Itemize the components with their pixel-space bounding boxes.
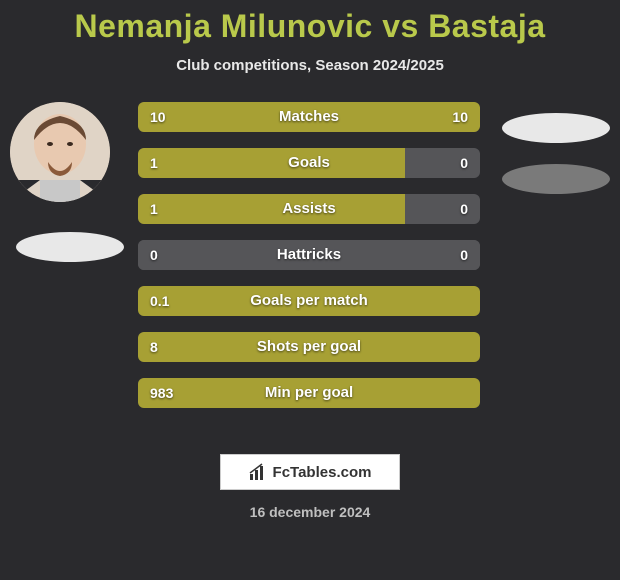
chart-icon — [249, 463, 269, 481]
stat-row: 00Hattricks — [138, 240, 480, 270]
player2-avatar-placeholder — [502, 113, 610, 143]
player2-club-badge — [502, 164, 610, 194]
stat-row: 10Assists — [138, 194, 480, 224]
player1-face-icon — [10, 102, 110, 202]
comparison-bars: 1010Matches 10Goals 10Assists 00Hattricks 0.… — [138, 102, 480, 424]
stat-row: 1010Matches — [138, 102, 480, 132]
stat-label: Hattricks — [138, 240, 480, 270]
page-title: Nemanja Milunovic vs Bastaja — [0, 0, 620, 45]
stat-row: 0.1Goals per match — [138, 286, 480, 316]
page-subtitle: Club competitions, Season 2024/2025 — [0, 57, 620, 74]
stat-label: Assists — [138, 194, 480, 224]
stat-label: Min per goal — [138, 378, 480, 408]
stat-row: 10Goals — [138, 148, 480, 178]
stat-label: Matches — [138, 102, 480, 132]
stat-row: 983Min per goal — [138, 378, 480, 408]
stat-row: 8Shots per goal — [138, 332, 480, 362]
stat-label: Goals — [138, 148, 480, 178]
stat-label: Goals per match — [138, 286, 480, 316]
logo-text: FcTables.com — [273, 464, 372, 481]
player1-club-badge — [16, 232, 124, 262]
stat-label: Shots per goal — [138, 332, 480, 362]
date-label: 16 december 2024 — [0, 504, 620, 520]
player1-avatar — [10, 102, 110, 202]
fctables-logo: FcTables.com — [220, 454, 400, 490]
